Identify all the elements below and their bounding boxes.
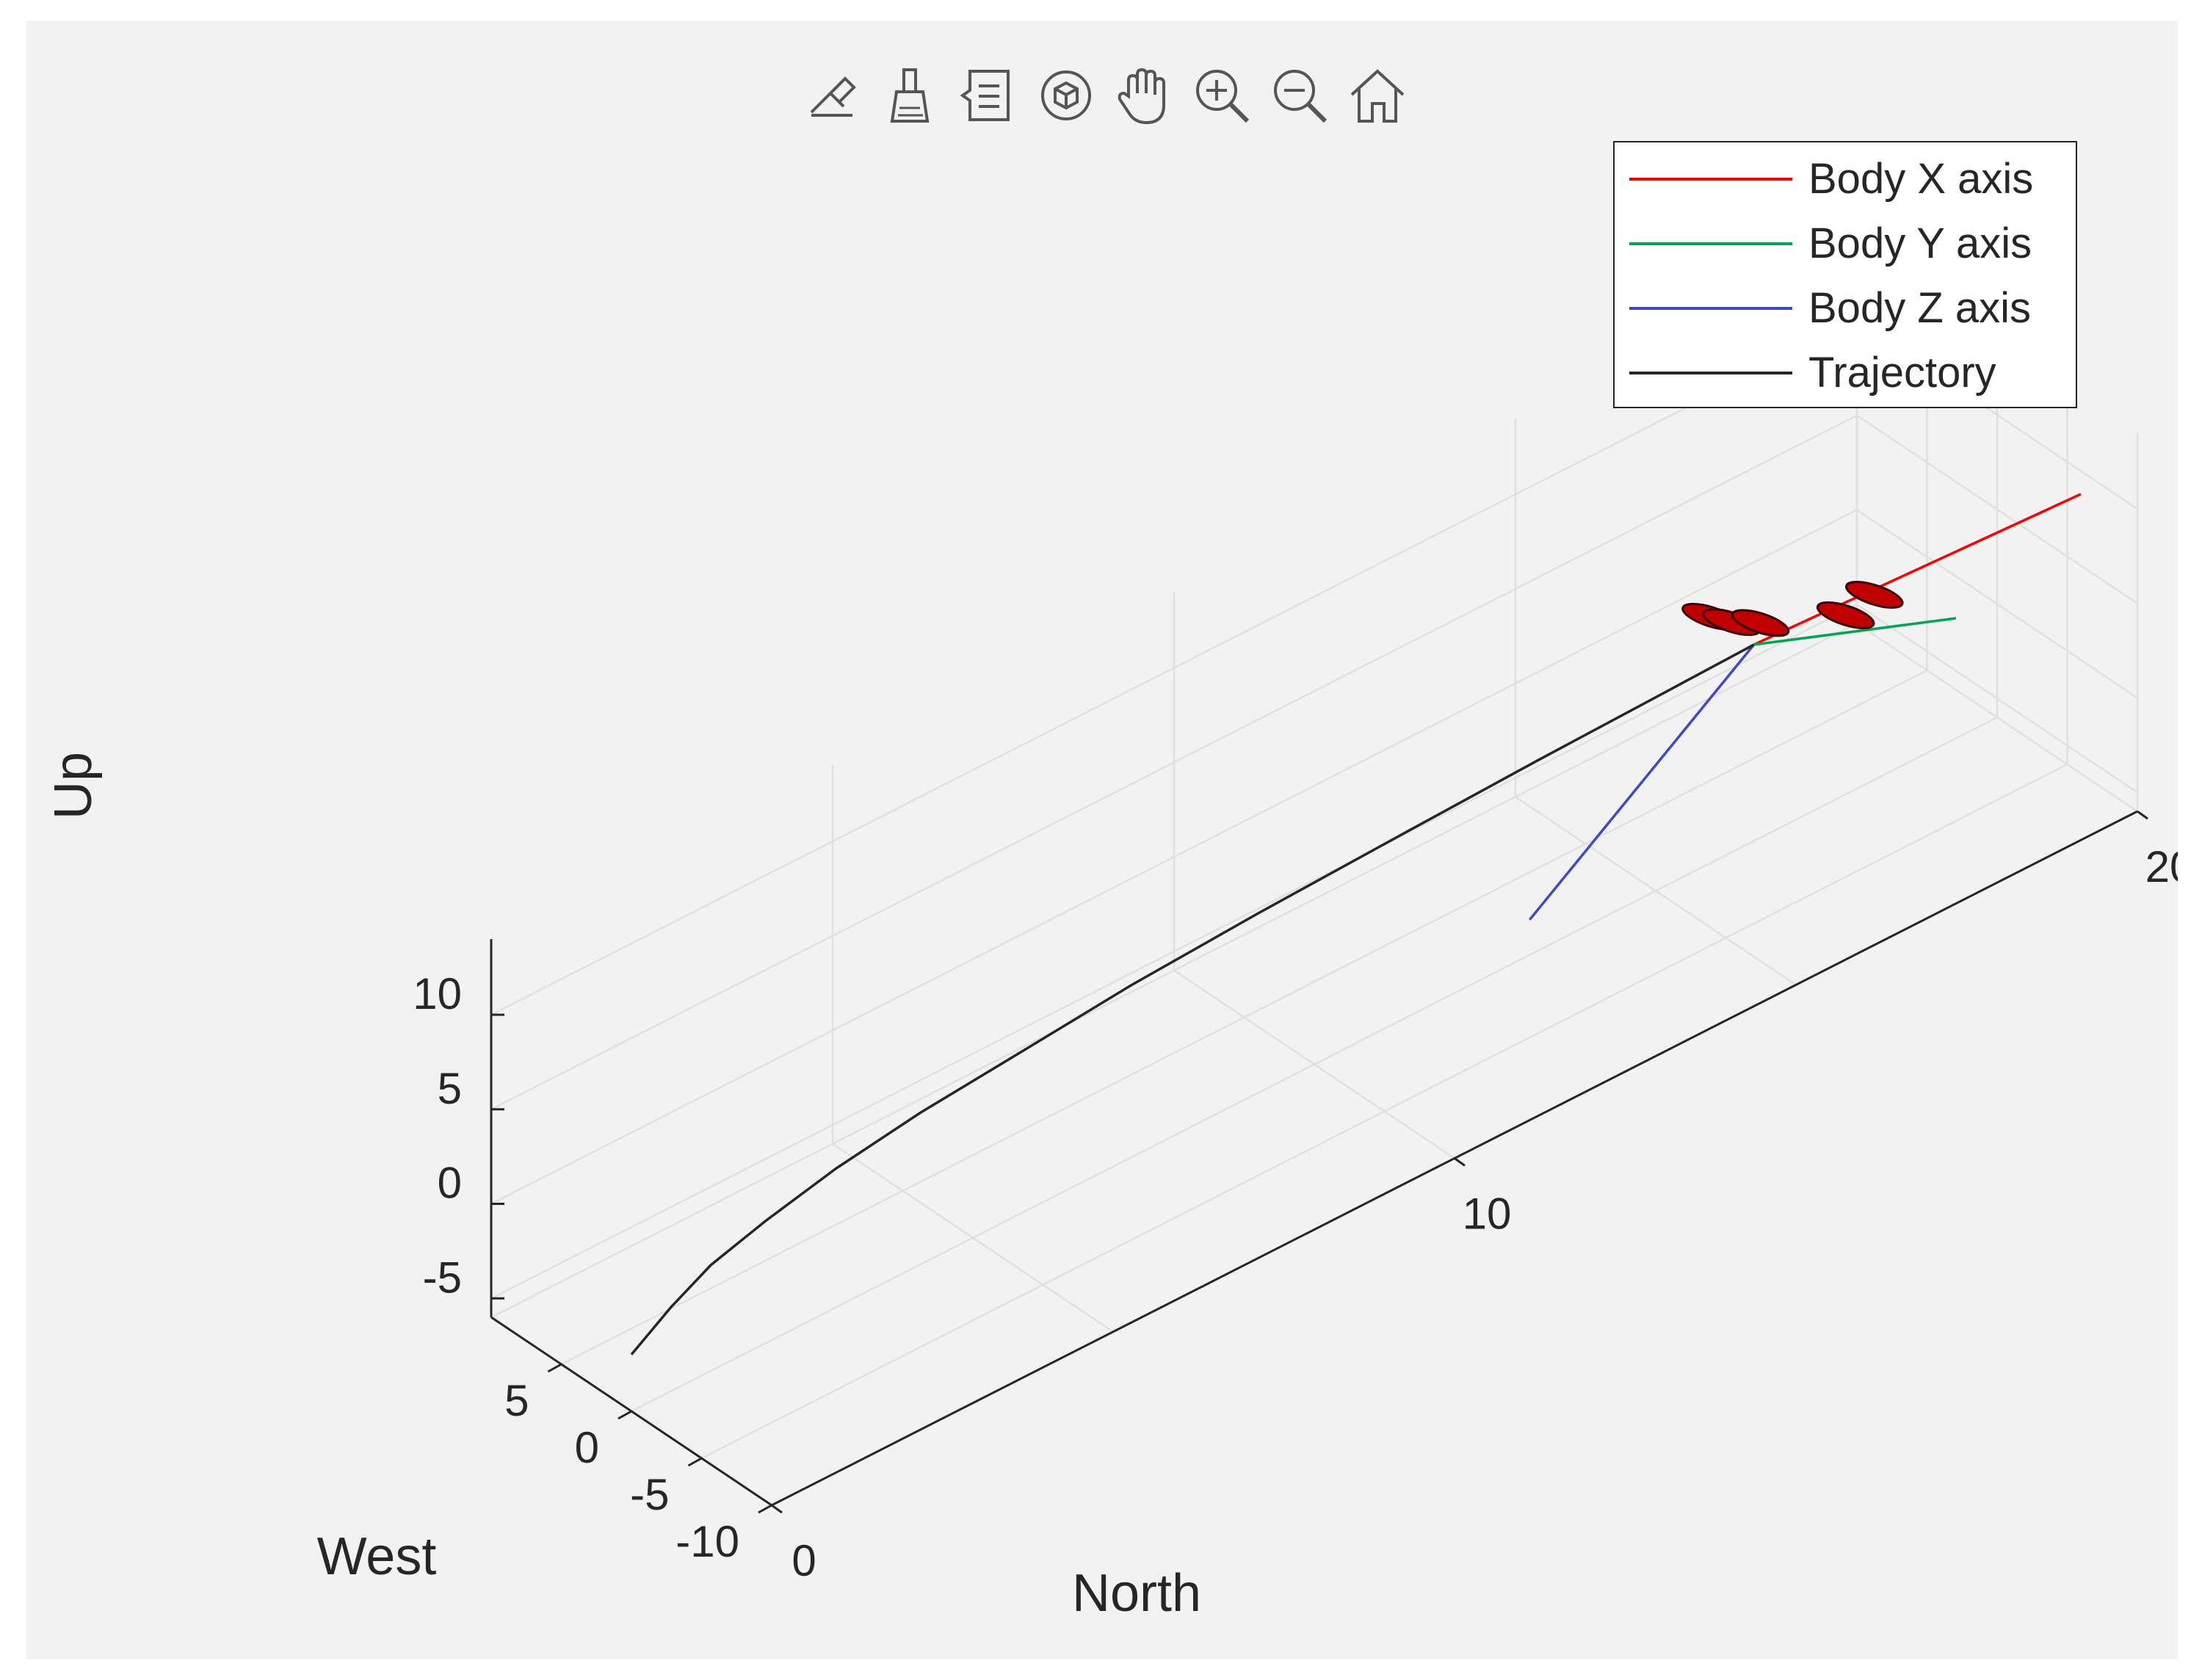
edit-brush-icon bbox=[810, 76, 856, 117]
rotor-disk bbox=[1816, 601, 1875, 629]
west-tick bbox=[687, 1457, 703, 1467]
rotate-3d-button[interactable] bbox=[1029, 60, 1103, 131]
north-tick-label: 10 bbox=[1463, 1190, 1512, 1239]
grid-line bbox=[1856, 414, 2138, 604]
legend-label: Body Y axis bbox=[1808, 220, 2032, 267]
west-tick-label: 5 bbox=[504, 1376, 529, 1425]
grid-line bbox=[631, 716, 1998, 1413]
legend[interactable]: Body X axis Body Y axis Body Z axis Traject… bbox=[1613, 141, 2077, 408]
zoom-out-icon bbox=[1274, 70, 1328, 123]
legend-item-body-y[interactable]: Body Y axis bbox=[1615, 211, 2076, 276]
legend-swatch bbox=[1629, 372, 1792, 374]
body-z-axis-line[interactable] bbox=[1528, 643, 1756, 921]
north-tick-label: 20 bbox=[2145, 842, 2178, 891]
rotor-disk bbox=[1845, 581, 1904, 609]
legend-label: Body Z axis bbox=[1808, 284, 2031, 332]
legend-swatch bbox=[1629, 242, 1792, 245]
grid-line bbox=[490, 414, 1858, 1110]
legend-swatch bbox=[1629, 307, 1792, 310]
grid-line bbox=[490, 509, 1858, 1205]
body-x-axis-line[interactable] bbox=[1753, 493, 2082, 646]
datatip-icon bbox=[960, 70, 1010, 121]
pan-hand-icon bbox=[1118, 68, 1165, 125]
west-tick-label: -10 bbox=[676, 1517, 739, 1566]
edit-brush-button[interactable] bbox=[796, 60, 869, 131]
zoom-out-button[interactable] bbox=[1263, 60, 1336, 131]
west-axis-label: West bbox=[317, 1527, 437, 1586]
north-tick bbox=[771, 1504, 783, 1514]
axes-toolbar bbox=[796, 60, 1414, 131]
up-axis-label: Up bbox=[44, 752, 103, 819]
up-tick-label: -5 bbox=[423, 1253, 462, 1302]
grid-line bbox=[700, 763, 2068, 1460]
west-tick bbox=[547, 1363, 562, 1373]
up-tick-label: 10 bbox=[413, 969, 462, 1018]
legend-item-body-z[interactable]: Body Z axis bbox=[1615, 276, 2076, 341]
north-tick bbox=[1454, 1157, 1466, 1167]
legend-label: Body X axis bbox=[1808, 155, 2034, 203]
body-y-axis-line[interactable] bbox=[1753, 617, 1957, 646]
datatip-button[interactable] bbox=[952, 60, 1025, 131]
grid-line bbox=[560, 669, 1928, 1366]
west-tick-label: 0 bbox=[575, 1423, 599, 1472]
north-axis-label: North bbox=[1072, 1564, 1201, 1623]
north-tick bbox=[2137, 810, 2148, 820]
brush-button[interactable] bbox=[874, 60, 947, 131]
grid-line bbox=[1856, 604, 2138, 794]
north-tick-label: 0 bbox=[792, 1536, 816, 1585]
legend-item-body-x[interactable]: Body X axis bbox=[1615, 147, 2076, 211]
home-button[interactable] bbox=[1341, 60, 1414, 131]
zoom-in-icon bbox=[1196, 70, 1250, 123]
west-tick-label: -5 bbox=[630, 1470, 669, 1519]
brush-icon bbox=[890, 68, 930, 123]
zoom-in-button[interactable] bbox=[1185, 60, 1258, 131]
west-tick bbox=[758, 1504, 772, 1514]
legend-label: Trajectory bbox=[1808, 349, 1996, 397]
pan-hand-button[interactable] bbox=[1107, 60, 1181, 131]
home-icon bbox=[1350, 69, 1405, 123]
grid-line bbox=[490, 319, 1858, 1016]
grid-line bbox=[490, 604, 1858, 1300]
up-tick-label: 0 bbox=[438, 1159, 462, 1208]
legend-item-trajectory[interactable]: Trajectory bbox=[1615, 341, 2076, 405]
trajectory-line[interactable] bbox=[630, 643, 1755, 1355]
rotor-disk bbox=[1731, 609, 1790, 637]
west-tick bbox=[617, 1410, 632, 1420]
grid-line bbox=[1856, 509, 2138, 699]
up-tick-label: 5 bbox=[438, 1064, 462, 1113]
legend-swatch bbox=[1629, 178, 1792, 181]
rotate-3d-icon bbox=[1041, 70, 1091, 120]
